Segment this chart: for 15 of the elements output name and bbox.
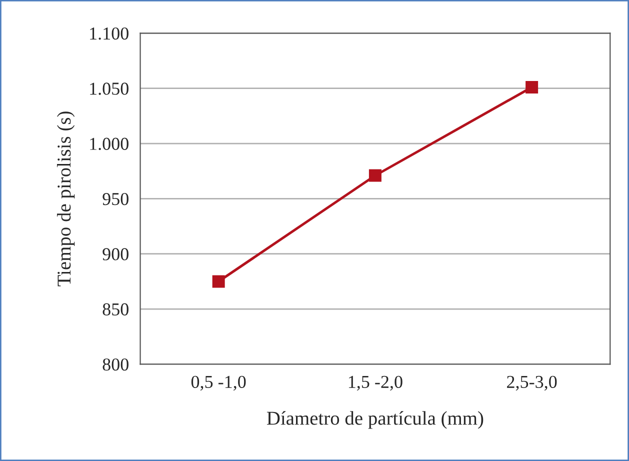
y-axis-title: Tiempo de pirolisis (s) <box>57 112 75 286</box>
y-tick-label: 800 <box>102 358 128 371</box>
point <box>526 81 538 94</box>
x-tick-label: 2,5-3,0 <box>507 376 557 391</box>
x-tick-label: 0,5 -1,0 <box>191 376 246 391</box>
y-tick-label: 900 <box>102 248 128 260</box>
y-tick-label: 1.100 <box>90 27 128 40</box>
y-tick-label: 1.050 <box>90 82 128 95</box>
y-tick-label: 850 <box>102 303 128 316</box>
x-tick-label: 1,5 -2,0 <box>348 376 402 391</box>
y-tick-label: 950 <box>102 192 128 206</box>
y-tick-label: 1.000 <box>90 138 128 150</box>
point <box>212 275 225 288</box>
point <box>368 169 382 182</box>
x-axis-title: Díametro de partícula (mm) <box>266 411 484 429</box>
